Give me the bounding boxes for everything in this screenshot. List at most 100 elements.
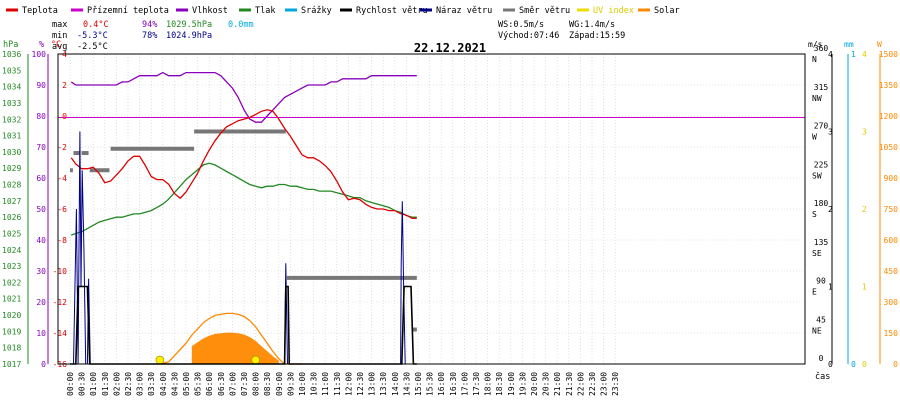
axis-solar-unit: W bbox=[877, 40, 882, 49]
axis-uv-tick-4: 4 bbox=[862, 50, 867, 59]
axis-wind-unit: m/s bbox=[808, 40, 823, 49]
axis-uv-tick-2: 2 bbox=[862, 205, 867, 214]
wind-speed-line bbox=[70, 285, 417, 365]
axis-pressure-tick-11: 1028 bbox=[2, 181, 21, 190]
axis-rain-tick-1: 1 bbox=[851, 50, 856, 59]
humidity-line bbox=[70, 71, 417, 123]
axis-x-tick-11: 05:30 bbox=[194, 372, 203, 396]
axis-x-tick-14: 07:00 bbox=[228, 372, 237, 396]
axis-x-tick-26: 13:00 bbox=[368, 372, 377, 396]
axis-x-tick-47: 23:30 bbox=[611, 372, 620, 396]
axis-compass-3: S bbox=[812, 210, 817, 219]
axis-pressure-unit: hPa bbox=[3, 40, 18, 50]
axis-direction-tick-4: 180 bbox=[814, 199, 829, 208]
axis-solar-tick-9: 1350 bbox=[879, 81, 898, 90]
axis-wind-tick-1: 1 bbox=[828, 283, 833, 292]
sunrise-time: Východ:07:46 bbox=[498, 31, 559, 41]
axis-humidity-unit: % bbox=[39, 40, 44, 50]
axis-x-tick-10: 05:00 bbox=[182, 372, 191, 396]
axis-x-tick-44: 22:00 bbox=[576, 372, 585, 396]
axis-x-tick-46: 23:00 bbox=[600, 372, 609, 396]
axis-pressure-tick-12: 1029 bbox=[2, 164, 21, 173]
axis-x-tick-33: 16:30 bbox=[449, 372, 458, 396]
axis-direction-tick-3: 135 bbox=[814, 238, 829, 247]
legend-label-1: Přízemní teplota bbox=[87, 6, 169, 16]
stats-max-rain: 0.0mm bbox=[228, 20, 254, 30]
axis-temperature-tick-6: -4 bbox=[57, 174, 67, 183]
legend-label-9: Solar bbox=[654, 6, 680, 16]
axis-x-tick-38: 19:00 bbox=[507, 372, 516, 396]
axes-layer: hPa% °C1017101810191020102110221023102410… bbox=[2, 40, 898, 396]
axis-humidity-tick-6: 60 bbox=[36, 174, 46, 183]
axis-pressure-tick-0: 1017 bbox=[2, 360, 21, 369]
axis-x-tick-36: 18:00 bbox=[484, 372, 493, 396]
axis-pressure-tick-14: 1031 bbox=[2, 132, 21, 141]
stats-max-pres: 1029.5hPa bbox=[166, 20, 212, 30]
axis-compass-0: NE bbox=[812, 326, 822, 335]
axis-x-tick-1: 00:30 bbox=[78, 372, 87, 396]
legend-label-0: Teplota bbox=[22, 6, 58, 16]
axis-compass-6: NW bbox=[812, 94, 822, 103]
axis-compass-4: SW bbox=[812, 171, 822, 180]
axis-uv-tick-1: 1 bbox=[862, 283, 867, 292]
axis-x-label: čas bbox=[815, 371, 830, 382]
axis-pressure-tick-3: 1020 bbox=[2, 311, 21, 320]
axis-uv-tick-3: 3 bbox=[862, 128, 867, 137]
axis-x-tick-45: 22:30 bbox=[588, 372, 597, 396]
axis-x-tick-18: 09:00 bbox=[275, 372, 284, 396]
stats-max-temp: 0.4°C bbox=[83, 20, 109, 30]
axis-x-tick-30: 15:00 bbox=[414, 372, 423, 396]
stats-min-hum: 78% bbox=[142, 31, 157, 41]
axis-x-tick-34: 17:00 bbox=[460, 372, 469, 396]
axis-temperature-tick-2: -12 bbox=[53, 298, 68, 307]
axis-x-tick-23: 11:30 bbox=[333, 372, 342, 396]
axis-pressure-tick-1: 1018 bbox=[2, 344, 21, 353]
axis-temperature-tick-5: -6 bbox=[57, 205, 67, 214]
axis-compass-2: SE bbox=[812, 249, 822, 258]
axis-humidity-tick-8: 80 bbox=[36, 112, 46, 121]
axis-x-tick-25: 12:30 bbox=[356, 372, 365, 396]
axis-x-tick-31: 15:30 bbox=[426, 372, 435, 396]
axis-solar-tick-5: 750 bbox=[884, 205, 899, 214]
axis-humidity-tick-4: 40 bbox=[36, 236, 46, 245]
axis-uv-tick-0: 0 bbox=[862, 360, 867, 369]
axis-direction-tick-0: 0 bbox=[819, 354, 824, 363]
axis-temperature-unit: °C bbox=[51, 40, 61, 50]
axis-solar-tick-10: 1500 bbox=[879, 50, 898, 59]
axis-x-tick-12: 06:00 bbox=[205, 372, 214, 396]
axis-pressure-tick-8: 1025 bbox=[2, 229, 21, 238]
uv-marker-1 bbox=[251, 355, 260, 365]
axis-x-tick-35: 17:30 bbox=[472, 372, 481, 396]
axis-solar-tick-6: 900 bbox=[884, 174, 899, 183]
axis-direction-tick-1: 45 bbox=[816, 315, 826, 324]
legend: Teplota Přízemní teplota Vlhkost Tlak Srážky… bbox=[6, 6, 680, 16]
axis-x-tick-37: 18:30 bbox=[495, 372, 504, 396]
axis-x-tick-16: 08:00 bbox=[252, 372, 261, 396]
stats-avg-temp: -2.5°C bbox=[77, 42, 108, 52]
axis-pressure-tick-9: 1026 bbox=[2, 213, 21, 222]
axis-x-tick-19: 09:30 bbox=[286, 372, 295, 396]
axis-direction-tick-7: 315 bbox=[814, 83, 829, 92]
stats-avg-label: avg bbox=[52, 42, 67, 52]
axis-solar-tick-1: 150 bbox=[884, 329, 899, 338]
axis-pressure-tick-6: 1023 bbox=[2, 262, 21, 271]
axis-humidity-tick-1: 10 bbox=[36, 329, 46, 338]
axis-x-tick-5: 02:30 bbox=[124, 372, 133, 396]
axis-x-tick-29: 14:30 bbox=[402, 372, 411, 396]
axis-wind-tick-0: 0 bbox=[828, 360, 833, 369]
axis-x-tick-0: 00:00 bbox=[66, 372, 75, 396]
grid bbox=[58, 53, 805, 365]
axis-solar-tick-4: 600 bbox=[884, 236, 899, 245]
axis-humidity-tick-10: 100 bbox=[32, 50, 47, 59]
stats-max-label: max bbox=[52, 20, 67, 30]
plot-frame bbox=[57, 53, 806, 365]
axis-x-tick-2: 01:00 bbox=[89, 372, 98, 396]
axis-humidity-tick-5: 50 bbox=[36, 205, 46, 214]
solar-line bbox=[159, 312, 302, 365]
axis-x-tick-15: 07:30 bbox=[240, 372, 249, 396]
stats-min-temp: -5.3°C bbox=[77, 31, 108, 41]
axis-direction-tick-8: 360 bbox=[814, 44, 829, 53]
